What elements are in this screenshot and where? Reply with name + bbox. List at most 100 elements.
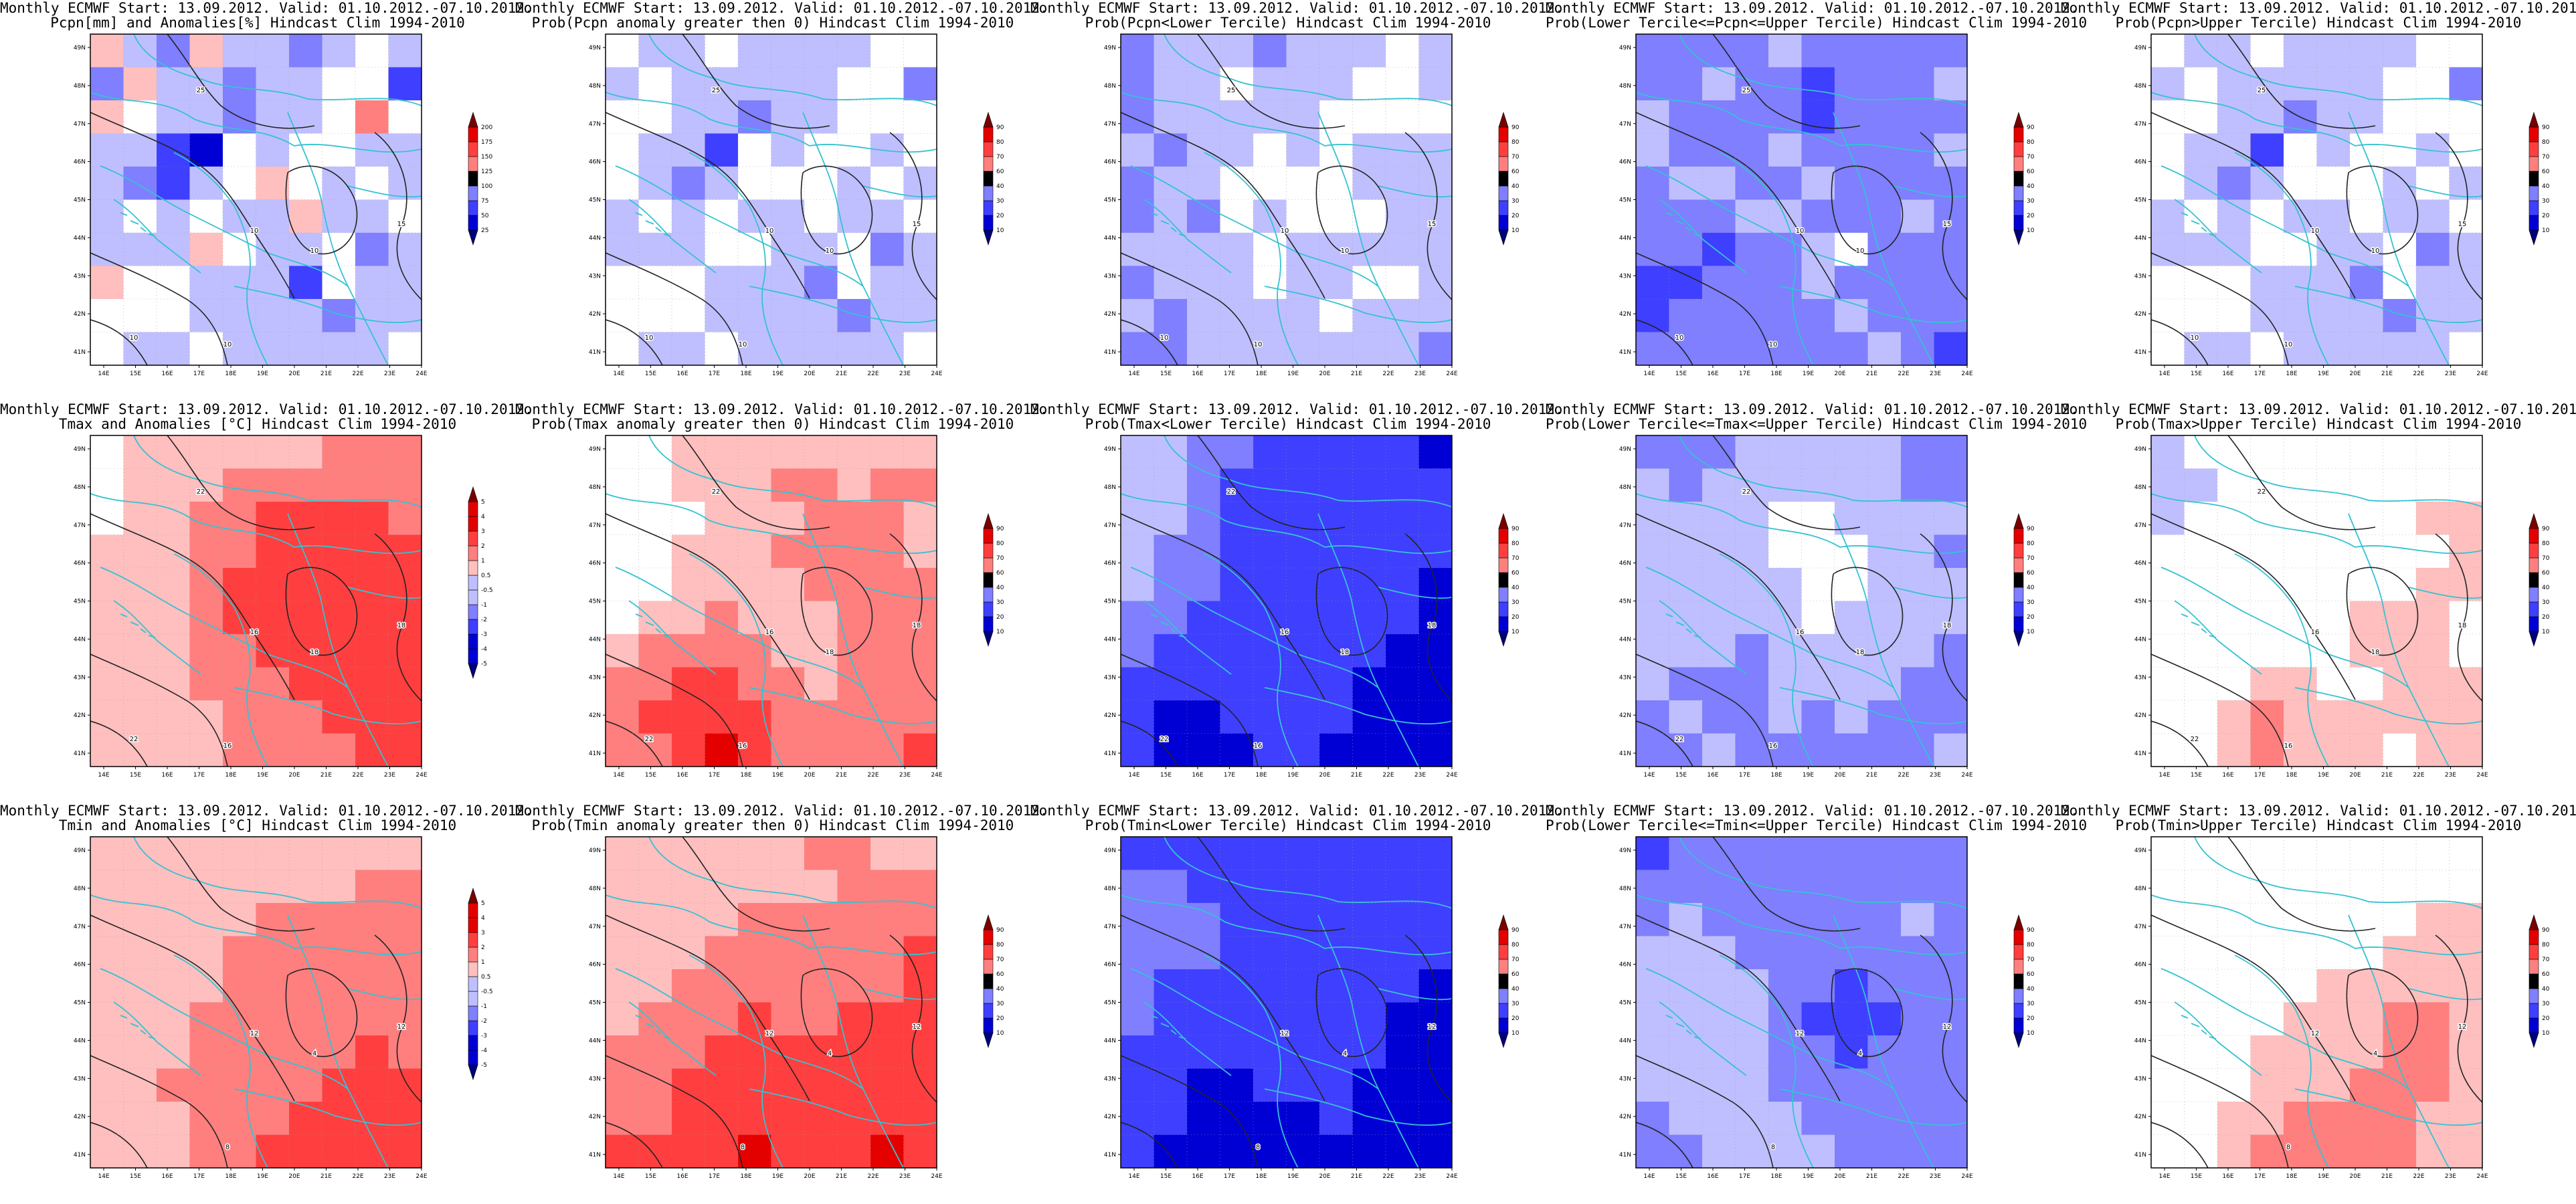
field-cell [1154,700,1188,734]
lat-tick-label: 41N [1619,1152,1631,1159]
field-cell [2383,299,2417,333]
field-cell [223,67,257,101]
contour-line [2435,132,2482,300]
field-cell [870,870,905,904]
field-cell [638,435,672,470]
country-border [234,1088,422,1126]
field-cell [837,837,871,871]
colorbar-label: 20 [996,614,1004,621]
field-cell [804,299,838,333]
lon-tick-label: 21E [836,1173,847,1180]
field-cell [1636,870,1670,904]
colorbar-label: 200 [481,124,492,131]
colorbar-label: 40 [1511,585,1520,591]
field-cell [1352,667,1386,701]
field-cell [388,634,422,668]
lat-tick-label: 43N [1104,273,1116,280]
colorbar-segment [2013,112,2024,128]
field-cell [2250,1068,2284,1102]
chart-panel: Monthly ECMWF Start: 13.09.2012. Valid: … [1030,803,1564,1204]
field-cell [322,733,356,767]
lon-tick-label: 20E [288,1173,300,1180]
field-cell [1319,435,1354,470]
colorbar-segment [983,185,994,201]
country-border [1636,493,1967,555]
lat-tick-label: 45N [1104,1000,1116,1007]
field-cell [1901,733,1935,767]
field-cell [1702,837,1736,871]
colorbar-label: 90 [2027,124,2035,131]
field-cell [1121,332,1155,365]
field-cell [2250,233,2284,267]
field-cell [903,837,937,871]
field-cell [1867,1068,1902,1102]
field-cell [2284,936,2318,970]
field-cell [638,634,672,668]
field-cell [2151,667,2185,701]
field-cell [157,167,191,201]
field-cell [903,903,937,937]
colorbar-segment [1498,229,1509,245]
contour-label: 10 [223,341,232,348]
field-cell [289,133,323,167]
field-cell [355,468,389,502]
field-cell [1835,837,1869,871]
field-cell [2284,667,2318,701]
country-border [287,513,389,767]
lat-tick-label: 42N [1619,1114,1631,1120]
field-cell [1669,903,1703,937]
lat-tick-label: 49N [1619,847,1631,854]
colorbar-label: 10 [1511,1030,1520,1037]
panel-title-line1: Monthly ECMWF Start: 13.09.2012. Valid: … [1546,0,2079,16]
lat-tick-label: 42N [589,1114,601,1120]
panel-title-line1: Monthly ECMWF Start: 13.09.2012. Valid: … [2061,803,2576,819]
field-cell [638,1134,672,1168]
field-cell [804,1035,838,1070]
field-cell [1187,870,1221,904]
colorbar-segment [983,1032,994,1048]
lon-tick-label: 17E [1224,772,1235,779]
field-cell [2151,468,2185,502]
contour-line [2151,654,2289,767]
field-cell [1220,266,1254,300]
field-cell [256,733,290,767]
colorbar-label: 90 [2027,927,2035,934]
field-cell [2284,299,2318,333]
colorbar-segment [2528,112,2539,128]
field-cell [189,502,223,536]
contour-line [2346,567,2419,656]
field-cell [90,299,124,333]
lat-tick-label: 41N [2134,1152,2146,1159]
field-cell [638,67,672,101]
contour-label: 10 [1769,341,1778,348]
lat-tick-label: 48N [1619,83,1631,90]
country-border [1164,837,1452,909]
field-cell [1121,468,1155,502]
lon-tick-label: 16E [1707,1173,1718,1180]
field-cell [1121,568,1155,602]
colorbar-segment [983,973,994,989]
field-cell [1253,936,1287,970]
field-cell [1934,733,1967,767]
country-border [347,988,422,1001]
colorbar-label: 20 [1511,213,1520,219]
field-cell [1154,634,1188,668]
field-cell [1867,568,1902,602]
colorbar-segment [468,200,478,216]
contour-line [2151,319,2209,365]
field-cell [705,502,739,536]
field-cell [606,199,640,233]
contour-label: 22 [712,488,721,496]
border-layer [90,34,422,365]
lat-tick-label: 47N [2134,121,2146,128]
lon-tick-label: 17E [709,371,720,377]
lat-tick-label: 46N [589,561,601,567]
lon-tick-label: 14E [1643,371,1655,377]
lon-tick-label: 21E [320,1173,332,1180]
field-cell [355,733,389,767]
contour-label: 25 [197,87,205,94]
field-cell [355,266,389,300]
field-cell [1253,468,1287,502]
field-cell [2350,1035,2384,1070]
